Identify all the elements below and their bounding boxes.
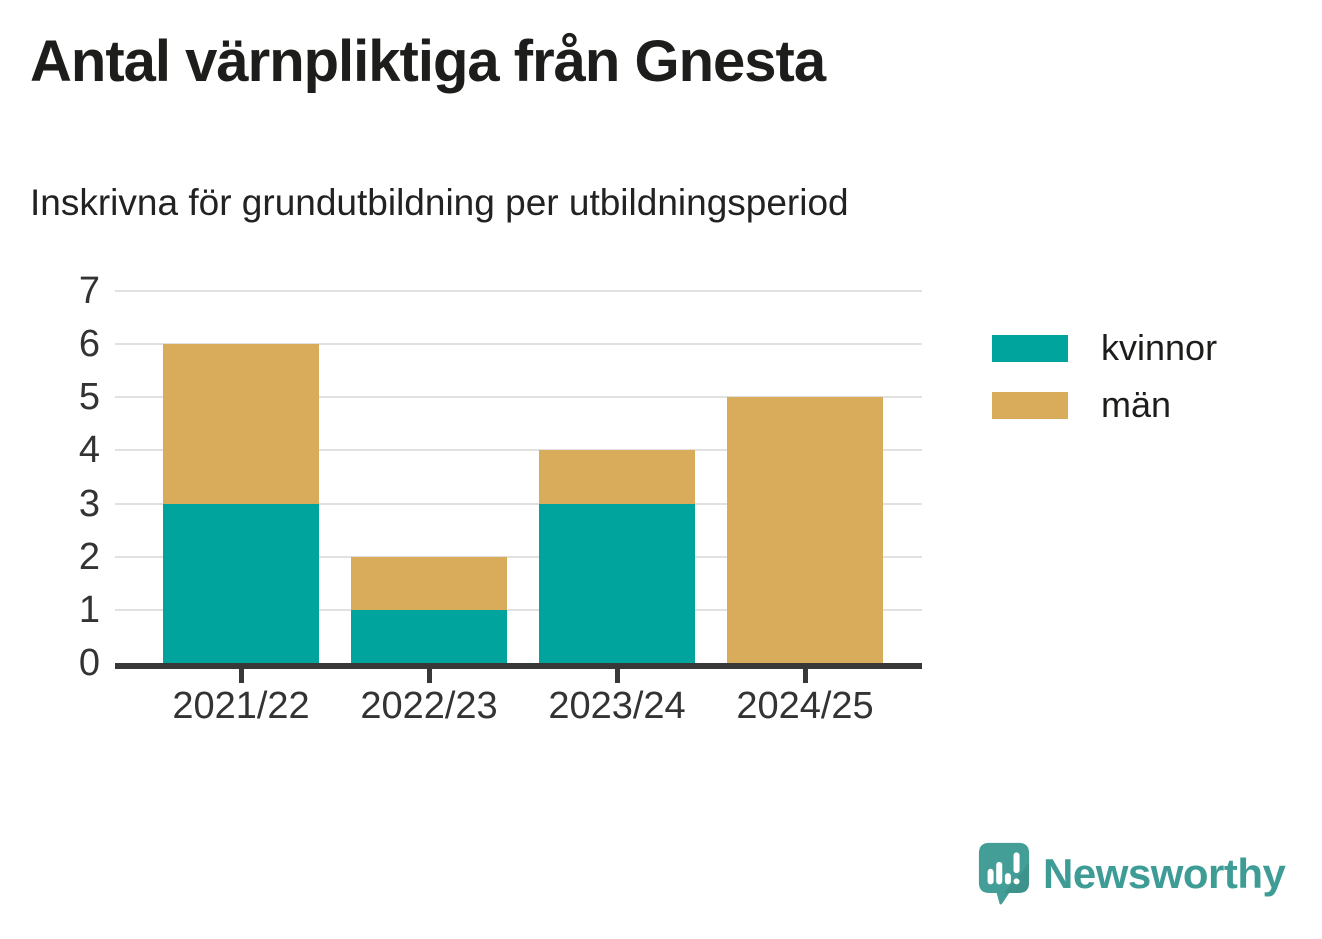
gridline bbox=[115, 555, 922, 558]
bar-segment-män-2021/22 bbox=[163, 344, 319, 504]
x-axis-tick-label: 2021/22 bbox=[172, 685, 310, 727]
chart-subtitle: Inskrivna för grundutbildning per utbild… bbox=[30, 182, 849, 223]
bar-segment-män-2024/25 bbox=[727, 397, 883, 663]
y-axis-tick-label: 7 bbox=[78, 270, 100, 312]
gridline bbox=[115, 343, 922, 346]
y-axis-tick-label: 5 bbox=[78, 376, 100, 419]
legend-label: män bbox=[1101, 384, 1172, 425]
y-axis-tick-label: 2 bbox=[78, 535, 100, 578]
bar-segment-män-2023/24 bbox=[539, 450, 695, 504]
legend: kvinnor män bbox=[992, 328, 1217, 442]
gridline bbox=[115, 449, 922, 452]
y-axis-tick-label: 1 bbox=[78, 588, 100, 631]
brand-logo: Newsworthy bbox=[978, 842, 1286, 906]
y-axis-tick-label: 6 bbox=[78, 323, 100, 366]
chart-title: Antal värnpliktiga från Gnesta bbox=[30, 29, 826, 94]
gridline bbox=[115, 608, 922, 611]
legend-item-män: män bbox=[992, 385, 1217, 425]
brand-name: Newsworthy bbox=[1043, 850, 1286, 897]
x-axis-line bbox=[115, 663, 922, 669]
legend-swatch-män bbox=[992, 391, 1068, 419]
legend-label: kvinnor bbox=[1101, 327, 1218, 368]
x-axis-tick-mark bbox=[427, 669, 432, 683]
newsworthy-speech-bubble-chart-icon bbox=[978, 842, 1030, 905]
x-axis-tick-mark bbox=[803, 669, 808, 683]
bar-segment-kvinnor-2023/24 bbox=[539, 503, 695, 663]
x-axis-tick-mark bbox=[615, 669, 620, 683]
x-axis-tick-label: 2023/24 bbox=[548, 685, 686, 727]
bar-segment-män-2022/23 bbox=[351, 556, 507, 610]
y-axis-tick-label: 4 bbox=[78, 429, 100, 472]
bar-segment-kvinnor-2021/22 bbox=[163, 503, 319, 663]
legend-swatch-kvinnor bbox=[992, 334, 1068, 362]
x-axis-tick-mark bbox=[239, 669, 244, 683]
y-axis-tick-label: 3 bbox=[78, 482, 100, 525]
bar-segment-kvinnor-2022/23 bbox=[351, 609, 507, 663]
y-axis-tick-label: 0 bbox=[78, 642, 100, 684]
legend-item-kvinnor: kvinnor bbox=[992, 328, 1217, 368]
gridline bbox=[115, 396, 922, 399]
x-axis-tick-label: 2024/25 bbox=[736, 685, 874, 727]
x-axis-tick-label: 2022/23 bbox=[360, 685, 498, 727]
gridline bbox=[115, 290, 922, 292]
gridline bbox=[115, 502, 922, 505]
